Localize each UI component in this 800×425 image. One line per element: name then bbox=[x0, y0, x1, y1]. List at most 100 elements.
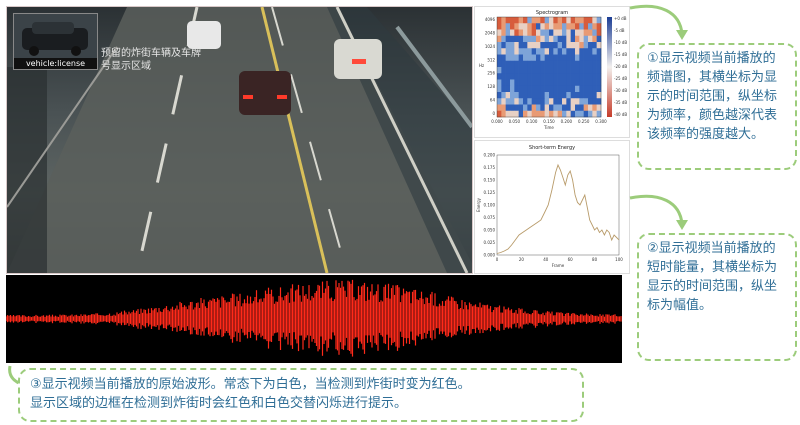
spectrogram-cell bbox=[544, 104, 550, 112]
spectrogram-cell bbox=[570, 29, 576, 37]
spectrogram-cell bbox=[505, 79, 511, 87]
spectrogram-cell bbox=[497, 23, 502, 30]
spectrogram-cell bbox=[531, 104, 537, 112]
spectrogram-cell bbox=[549, 29, 554, 37]
spectrogram-cell bbox=[566, 104, 571, 112]
spectrogram-cell bbox=[527, 85, 532, 93]
spectrogram-cell bbox=[523, 73, 528, 80]
spectrogram-cell bbox=[575, 35, 580, 43]
spectrogram-cell bbox=[497, 29, 502, 37]
spectrogram-cell bbox=[497, 110, 502, 118]
spectrogram-cell bbox=[544, 35, 550, 43]
spectrogram-cell bbox=[501, 67, 506, 74]
colorbar-tick: -30 dB bbox=[614, 88, 627, 93]
spectrogram-cell bbox=[518, 104, 524, 112]
spectrogram-cell bbox=[505, 35, 511, 43]
spectrogram-cell bbox=[570, 54, 576, 62]
spectrogram-cell bbox=[579, 23, 584, 30]
spectrogram-cell bbox=[540, 17, 545, 24]
spectrogram-cell bbox=[579, 98, 584, 105]
spectrogram-cell bbox=[583, 48, 589, 55]
spec-y-label: Hz bbox=[479, 63, 484, 68]
energy-title: Short-term Energy bbox=[528, 145, 576, 151]
spectrogram-cell bbox=[562, 67, 567, 74]
spectrogram-cell bbox=[523, 67, 528, 74]
spectrogram-cell bbox=[596, 60, 602, 68]
spectrogram-cell bbox=[544, 85, 550, 93]
spectrogram-plot: 4096 2048 1024 512 256 128 64 0 0.000 0.050 0.100 0… bbox=[479, 16, 627, 130]
spectrogram-cell bbox=[562, 92, 567, 99]
spectrogram-cell bbox=[596, 17, 602, 24]
spectrogram-cell bbox=[514, 29, 519, 37]
spec-y-tick: 0 bbox=[492, 111, 495, 116]
spectrogram-cell bbox=[566, 60, 571, 68]
spectrogram-cell bbox=[583, 92, 589, 99]
spectrogram-cell bbox=[575, 104, 580, 112]
spectrogram-cell bbox=[557, 92, 563, 99]
spectrogram-cell bbox=[527, 67, 532, 74]
spectrogram-cell bbox=[566, 23, 571, 30]
colorbar bbox=[607, 17, 612, 117]
spectrogram-cell bbox=[549, 42, 554, 49]
spectrogram-cell bbox=[501, 48, 506, 55]
spectrogram-cell bbox=[531, 17, 537, 24]
spectrogram-cell bbox=[579, 60, 584, 68]
spectrogram-cell bbox=[592, 23, 597, 30]
spectrogram-cell bbox=[531, 79, 537, 87]
spectrogram-cell bbox=[540, 73, 545, 80]
energy-x-tick: 0 bbox=[496, 257, 499, 262]
spectrogram-cell bbox=[527, 79, 532, 87]
energy-y-tick: 0.025 bbox=[484, 240, 496, 245]
spectrogram-cell bbox=[540, 92, 545, 99]
spectrogram-cell bbox=[536, 54, 541, 62]
spectrogram-cell bbox=[579, 17, 584, 24]
spectrogram-cell bbox=[514, 85, 519, 93]
spectrogram-cell bbox=[531, 48, 537, 55]
spectrogram-cell bbox=[596, 23, 602, 30]
spectrogram-cell bbox=[518, 110, 524, 118]
spectrogram-cell bbox=[566, 42, 571, 49]
spectrogram-cell bbox=[588, 23, 593, 30]
spectrogram-cell bbox=[553, 54, 558, 62]
spectrogram-cell bbox=[523, 92, 528, 99]
spectrogram-cell bbox=[596, 73, 602, 80]
note-waveform-line2: 显示区域的边框在检测到炸街时会红色和白色交替闪烁进行提示。 bbox=[30, 396, 408, 411]
spectrogram-cell bbox=[549, 73, 554, 80]
spectrogram-cell bbox=[583, 35, 589, 43]
spectrogram-cell bbox=[579, 92, 584, 99]
spectrogram-cell bbox=[501, 54, 506, 62]
spectrogram-cell bbox=[579, 67, 584, 74]
spectrogram-cell bbox=[570, 73, 576, 80]
spectrogram-cell bbox=[514, 98, 519, 105]
spectrogram-cell bbox=[557, 104, 563, 112]
spectrogram-cell bbox=[497, 98, 502, 105]
spectrogram-cell bbox=[583, 98, 589, 105]
energy-plot: 0.200 0.175 0.150 0.125 0.100 0.075 0.050 0.025… bbox=[476, 153, 623, 269]
spectrogram-cell bbox=[497, 60, 502, 68]
spectrogram-cell bbox=[579, 35, 584, 43]
spectrogram-cell bbox=[588, 104, 593, 112]
spectrogram-cell bbox=[514, 73, 519, 80]
energy-x-tick: 80 bbox=[592, 257, 598, 262]
energy-y-label: Energy bbox=[476, 197, 481, 212]
spectrogram-cell bbox=[549, 17, 554, 24]
spectrogram-cell bbox=[557, 54, 563, 62]
spectrogram-cell bbox=[588, 73, 593, 80]
spectrogram-cell bbox=[592, 92, 597, 99]
spectrogram-cell bbox=[549, 54, 554, 62]
spectrogram-cell bbox=[575, 54, 580, 62]
spectrogram-cell bbox=[549, 35, 554, 43]
spectrogram-cell bbox=[566, 79, 571, 87]
spectrogram-cell bbox=[566, 35, 571, 43]
spec-x-tick: 0.150 bbox=[543, 119, 555, 124]
spectrogram-cell bbox=[536, 48, 541, 55]
spectrogram-cell bbox=[501, 29, 506, 37]
spectrogram-cell bbox=[540, 85, 545, 93]
spectrogram-cell bbox=[540, 79, 545, 87]
spectrogram-cell bbox=[562, 35, 567, 43]
spectrogram-cell bbox=[575, 73, 580, 80]
spectrogram-cell bbox=[557, 98, 563, 105]
spectrogram-cell bbox=[501, 17, 506, 24]
colorbar-tick: -5 dB bbox=[614, 28, 625, 33]
spectrogram-cell bbox=[553, 92, 558, 99]
